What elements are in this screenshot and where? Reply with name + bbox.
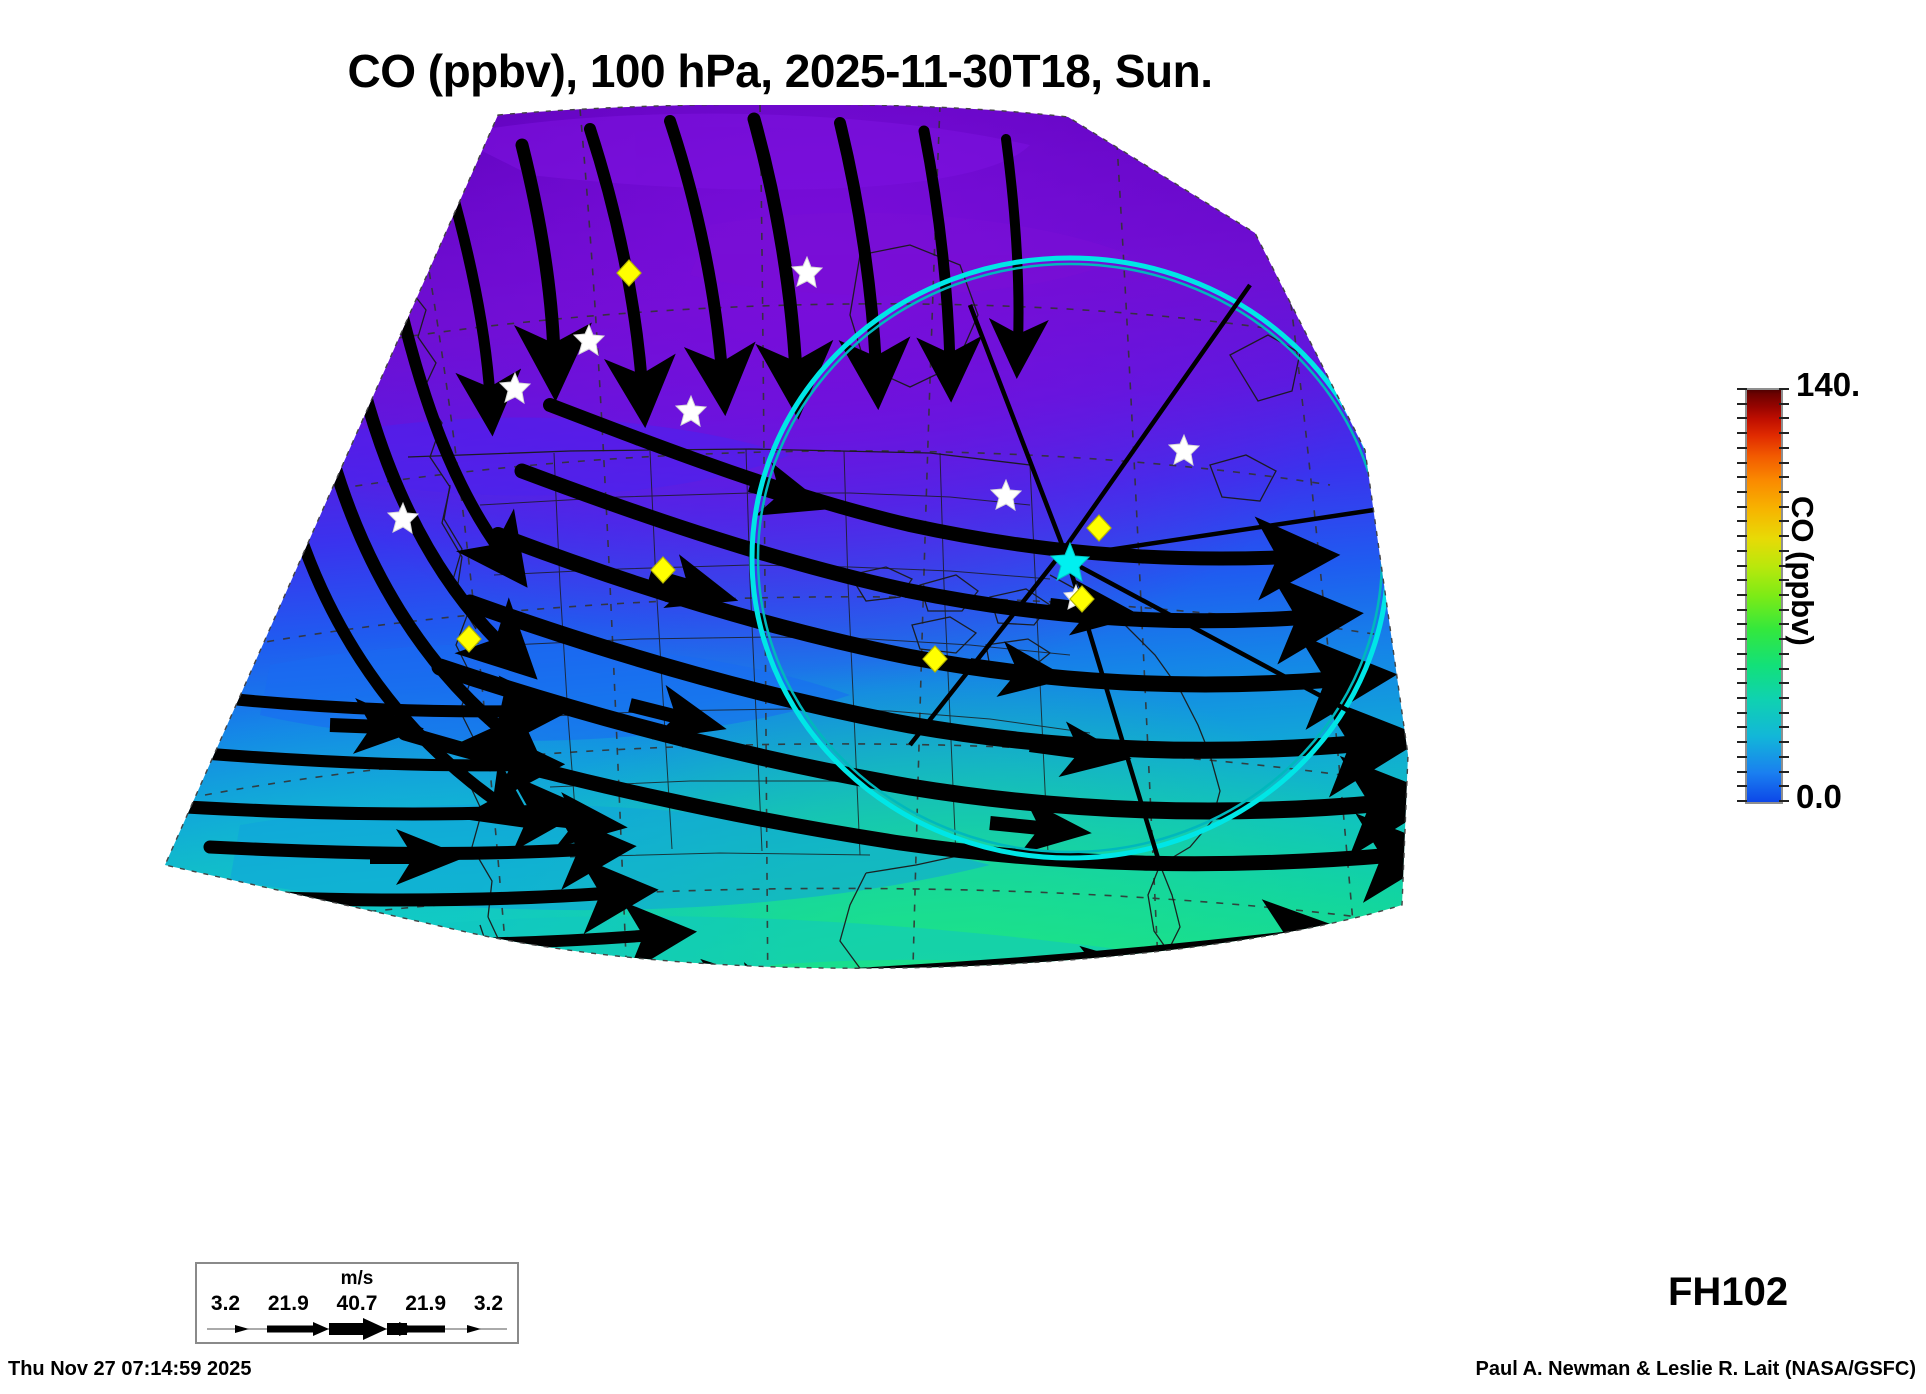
colorbar-tick [1737, 402, 1747, 405]
colorbar: 140. 0.0 CO (ppbv) [1700, 300, 1926, 860]
colorbar-tick [1779, 564, 1789, 567]
colorbar-tick [1737, 579, 1747, 582]
streamline-arrowheads [329, 462, 1152, 969]
colorbar-tick [1779, 432, 1789, 435]
colorbar-min-label: 0.0 [1796, 778, 1842, 815]
colorbar-tick [1737, 638, 1747, 641]
wind-legend-value: 21.9 [267, 1292, 309, 1315]
colorbar-tick [1737, 726, 1747, 729]
map-frame [164, 105, 1409, 969]
colorbar-tick [1737, 535, 1747, 538]
colorbar-tick [1737, 652, 1747, 655]
colorbar-tick [1779, 682, 1789, 685]
colorbar-tick [1737, 388, 1747, 390]
wind-legend-value: 3.2 [473, 1292, 504, 1315]
wind-legend-units: m/s [340, 1268, 374, 1289]
colorbar-tick [1779, 594, 1789, 596]
colorbar-ticks-left [1737, 388, 1747, 802]
colorbar-tick [1737, 505, 1747, 508]
colorbar-tick [1779, 755, 1789, 758]
colorbar-tick [1779, 579, 1789, 582]
colorbar-tick [1737, 623, 1747, 626]
colorbar-tick [1737, 491, 1747, 493]
colorbar-tick [1779, 505, 1789, 508]
colorbar-tick [1779, 535, 1789, 538]
colorbar-tick [1779, 388, 1789, 390]
colorbar-tick [1737, 417, 1747, 420]
colorbar-tick [1779, 402, 1789, 405]
colorbar-tick [1779, 638, 1789, 641]
colorbar-tick [1737, 667, 1747, 670]
colorbar-tick [1737, 697, 1747, 699]
colorbar-tick [1737, 520, 1747, 523]
colorbar-gradient [1745, 388, 1783, 804]
yellow-diamond-marker [456, 259, 1112, 673]
colorbar-tick [1737, 608, 1747, 611]
wind-legend-value: 21.9 [405, 1292, 447, 1315]
colorbar-tick [1779, 476, 1789, 479]
colorbar-tick [1779, 800, 1789, 802]
colorbar-ticks-right [1779, 388, 1789, 802]
colorbar-tick [1737, 549, 1747, 552]
colorbar-tick [1737, 800, 1747, 802]
wind-legend-value: 3.2 [210, 1292, 241, 1315]
page-title: CO (ppbv), 100 hPa, 2025-11-30T18, Sun. [347, 45, 1213, 97]
colorbar-tick [1779, 549, 1789, 552]
colorbar-tick [1737, 594, 1747, 596]
station-markers[interactable] [386, 255, 1201, 673]
colorbar-tick [1737, 682, 1747, 685]
colorbar-max-label: 140. [1796, 366, 1861, 403]
white-star-marker [386, 255, 1201, 612]
colorbar-tick [1737, 770, 1747, 773]
colorbar-tick [1779, 446, 1789, 449]
colorbar-tick [1737, 741, 1747, 744]
colorbar-tick [1779, 741, 1789, 744]
wind-legend-arrows [207, 1318, 507, 1340]
colorbar-tick [1779, 697, 1789, 699]
forecast-hour-label: FH102 [1668, 1270, 1789, 1314]
colorbar-tick [1737, 446, 1747, 449]
colorbar-tick [1779, 417, 1789, 420]
wind-legend-value: 40.7 [336, 1292, 378, 1315]
colorbar-axis-label: CO (ppbv) [1785, 496, 1820, 646]
colorbar-tick [1737, 461, 1747, 464]
colorbar-tick [1779, 770, 1789, 773]
colorbar-tick [1737, 755, 1747, 758]
map-plot-area[interactable] [150, 105, 1430, 1035]
colorbar-tick [1779, 520, 1789, 523]
colorbar-tick [1779, 608, 1789, 611]
colorbar-tick [1779, 461, 1789, 464]
colorbar-tick [1779, 667, 1789, 670]
wind-legend-values: 3.2 21.9 40.7 21.9 3.2 [197, 1292, 517, 1316]
colorbar-tick [1737, 476, 1747, 479]
colorbar-tick [1779, 491, 1789, 493]
wind-speed-legend: m/s 3.2 21.9 40.7 21.9 3.2 [195, 1262, 519, 1344]
colorbar-tick [1737, 785, 1747, 788]
colorbar-tick [1737, 432, 1747, 435]
colorbar-tick [1779, 785, 1789, 788]
center-site-marker [1049, 541, 1091, 583]
colorbar-tick [1779, 726, 1789, 729]
colorbar-tick [1779, 711, 1789, 714]
colorbar-tick [1779, 652, 1789, 655]
colorbar-tick [1737, 564, 1747, 567]
colorbar-tick [1737, 711, 1747, 714]
map-svg [164, 105, 1409, 969]
author-credit: Paul A. Newman & Leslie R. Lait (NASA/GS… [1475, 1358, 1916, 1380]
generation-timestamp: Thu Nov 27 07:14:59 2025 [8, 1358, 252, 1380]
colorbar-tick [1779, 623, 1789, 626]
